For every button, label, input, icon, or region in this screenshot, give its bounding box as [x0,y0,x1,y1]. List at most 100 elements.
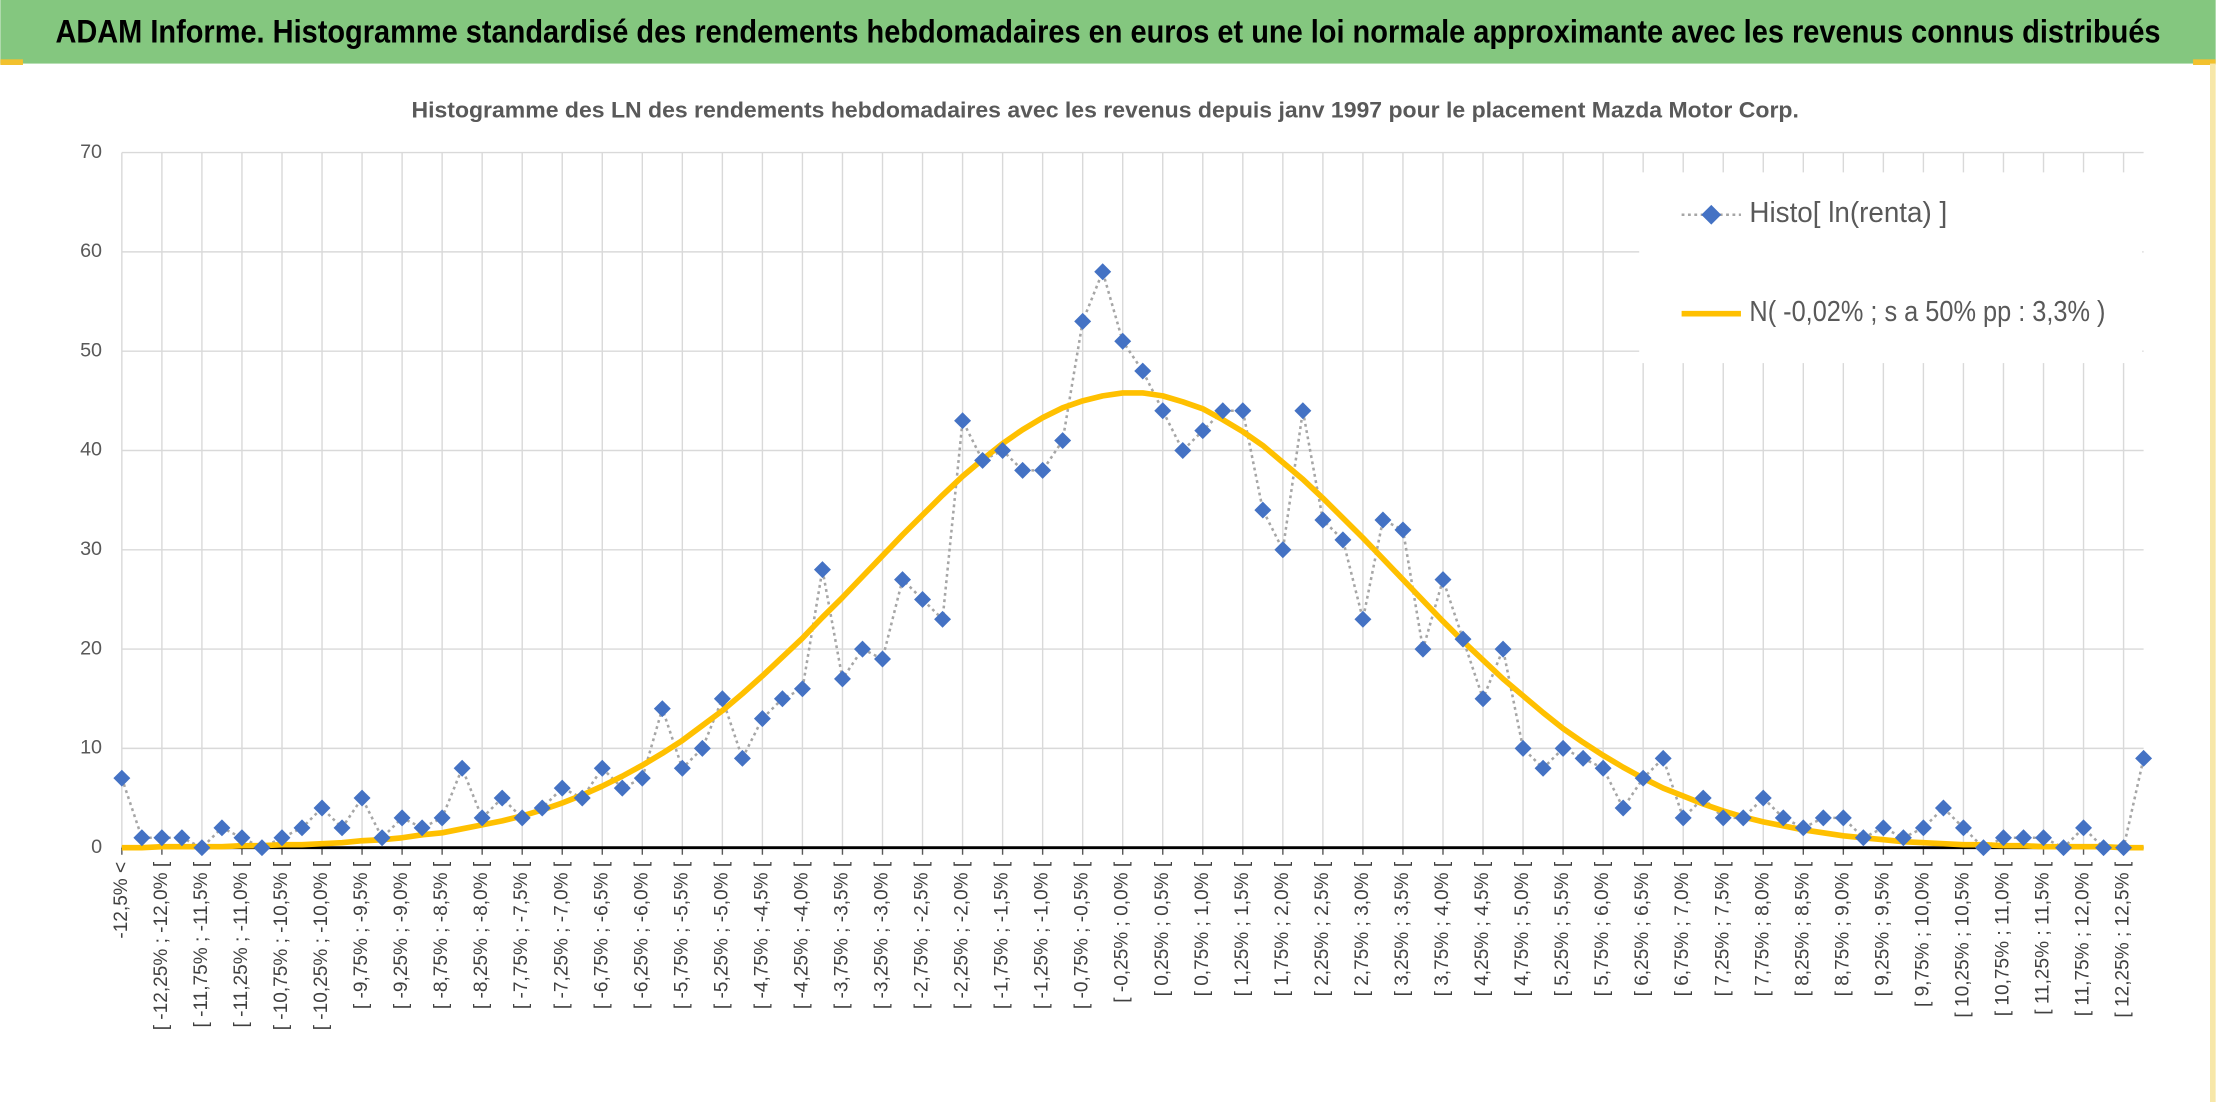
data-point [934,610,952,628]
series-line [120,267,2145,850]
data-point [1794,819,1812,837]
x-tick-label: [ 7,75% ; 8,0% [ [1752,861,1773,996]
data-point [2115,839,2133,857]
data-point [633,769,651,787]
data-point [1434,571,1452,589]
data-point [1894,829,1912,847]
data-point [493,789,511,807]
data-point [413,819,431,837]
x-tick-label: [ 8,25% ; 8,5% [ [1792,861,1813,996]
y-tick-label: 70 [80,141,102,163]
data-point [573,789,591,807]
data-point [1254,501,1272,519]
x-tick-label: [ -9,25% ; -9,0% [ [391,861,412,1009]
y-tick-label: 50 [80,339,102,361]
x-tick-label: [ -11,25% ; -11,0% [ [231,861,252,1027]
x-tick-label: [ -5,25% ; -5,0% [ [711,861,732,1009]
data-point [2075,819,2093,837]
data-point [974,451,992,469]
data-point [353,789,371,807]
x-tick-label: [ 0,75% ; 1,0% [ [1192,861,1213,996]
data-point [954,412,972,430]
data-point [433,809,451,827]
x-tick-label: [ -1,75% ; -1,5% [ [992,861,1013,1009]
data-point [313,799,331,817]
data-point [293,819,311,837]
plot-area: 0 10 20 30 40 50 60 70 -12,5% < [ -12,25% ; -12,0… [80,141,2153,1030]
legend-label: N( -0,02% ; s a 50% pp : 3,3% ) [1749,295,2105,327]
x-tick-label: [ 1,75% ; 2,0% [ [1272,861,1293,996]
data-point [1554,739,1572,757]
x-tick-label: [ 5,75% ; 6,0% [ [1592,861,1613,996]
x-tick-label: [ -2,75% ; -2,5% [ [912,861,933,1009]
y-tick-label: 60 [80,240,102,262]
data-point [113,769,131,787]
data-point [1214,402,1232,420]
data-point [233,829,251,847]
data-point [1134,362,1152,380]
chart-title: Histogramme des LN des rendements hebdom… [411,98,1798,123]
x-tick-label: [ -10,75% ; -10,5% [ [271,861,292,1030]
data-point [133,829,151,847]
data-point [1534,759,1552,777]
x-tick-label: [ -0,25% ; 0,0% [ [1112,861,1133,1003]
x-tick-label: [ -3,25% ; -3,0% [ [872,861,893,1009]
x-tick-label: [ 11,25% ; 11,5% [ [2033,861,2054,1015]
x-tick-label: [ 9,75% ; 10,0% [ [1912,861,1933,1007]
data-point [1914,819,1932,837]
x-tick-label: [ 7,25% ; 7,5% [ [1712,861,1733,996]
x-tick-label: [ 6,75% ; 7,0% [ [1672,861,1693,996]
x-tick-label: [ -8,75% ; -8,5% [ [431,861,452,1009]
data-point [733,749,751,767]
x-tick-label: [ 3,25% ; 3,5% [ [1392,861,1413,996]
data-point [1314,511,1332,529]
data-point [854,640,871,658]
header-band [0,0,2216,64]
x-tick-label: [ 9,25% ; 9,5% [ [1872,861,1893,996]
x-tick-label: [ -4,75% ; -4,5% [ [751,861,772,1009]
data-point [453,759,471,777]
data-point [613,779,631,797]
data-point [914,590,932,608]
data-point [1334,531,1352,549]
x-tick-label: -12,5% < [111,862,132,939]
x-tick-label: [ -8,25% ; -8,0% [ [471,861,492,1009]
x-tick-label: [ -5,75% ; -5,5% [ [671,861,692,1009]
data-point [373,829,391,847]
data-point [473,809,491,827]
x-tick-label: [ -4,25% ; -4,0% [ [791,861,812,1009]
x-tick-label: [ 12,25% ; 12,5% [ [2113,861,2134,1017]
x-tick-label: [ -2,25% ; -2,0% [ [952,861,973,1009]
data-point [333,819,351,837]
data-point [253,839,271,857]
x-tick-label: [ -9,75% ; -9,5% [ [351,861,372,1009]
x-tick-label: [ -7,75% ; -7,5% [ [511,861,532,1009]
x-tick-label: [ -7,25% ; -7,0% [ [551,861,572,1009]
x-tick-label: [ 6,25% ; 6,5% [ [1632,861,1653,996]
edge-accent [2210,63,2216,1102]
data-point [1874,819,1892,837]
data-point [513,809,531,827]
data-point [1014,461,1032,479]
data-point [1754,789,1772,807]
data-point [653,700,671,718]
data-point [1234,402,1252,420]
x-tick-label: [ 3,75% ; 4,0% [ [1432,861,1453,996]
data-point [1154,402,1172,420]
x-tick-label: [ -1,25% ; -1,0% [ [1032,861,1053,1009]
data-point [1934,799,1952,817]
data-point [1034,461,1052,479]
data-point [833,670,851,688]
data-point [1774,809,1792,827]
data-point [533,799,551,817]
x-tick-label: [ 10,75% ; 11,0% [ [1993,861,2014,1016]
data-point [1954,819,1972,837]
data-point [1854,829,1872,847]
data-point [1114,332,1132,350]
data-point [593,759,611,777]
legend-swatch [1701,204,1722,225]
data-point [273,829,291,847]
y-tick-label: 10 [80,737,102,759]
data-point [1714,809,1732,827]
data-point [1474,690,1492,708]
